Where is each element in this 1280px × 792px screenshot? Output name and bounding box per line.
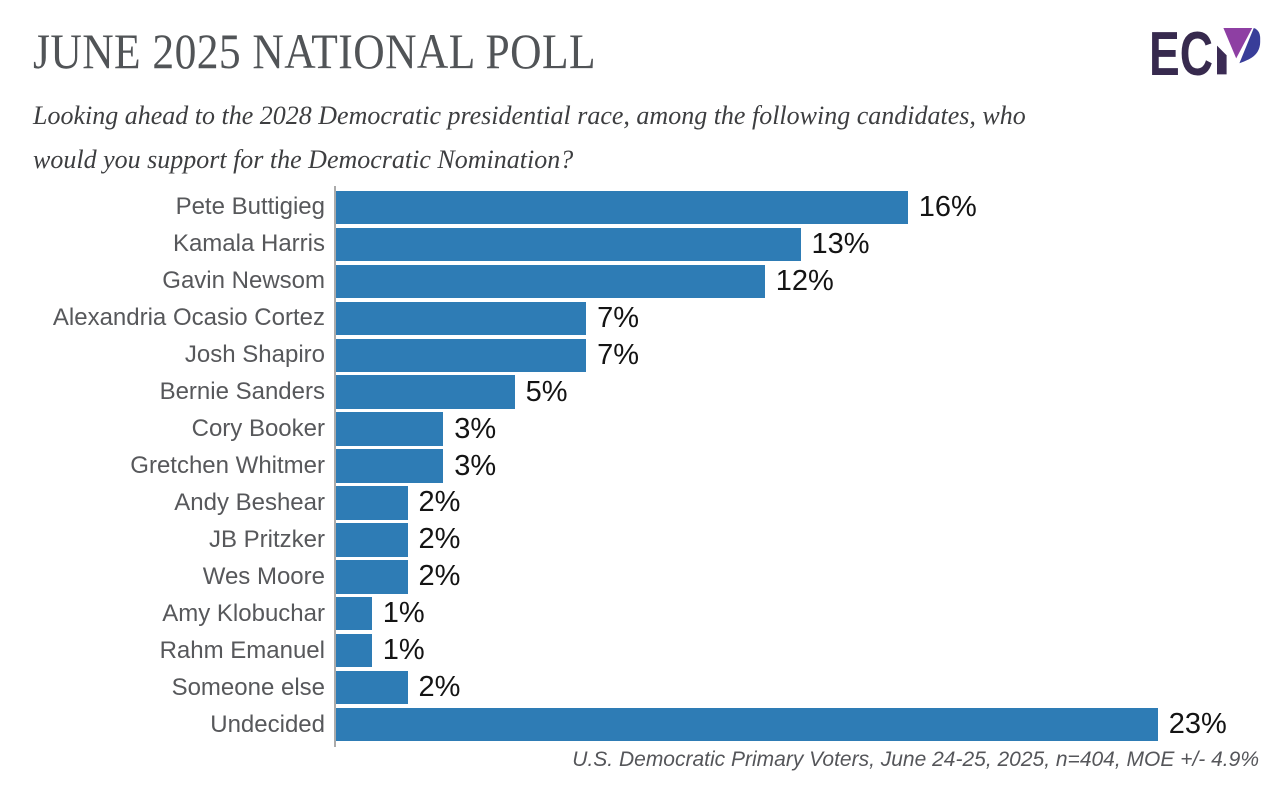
ecp-logo-p-stem (1217, 45, 1227, 75)
bar (336, 523, 408, 557)
bar (336, 670, 408, 705)
value-label: 7% (597, 338, 640, 371)
bar (336, 338, 587, 372)
bar (336, 227, 801, 262)
category-label: JB Pritzker (208, 525, 325, 553)
category-label: Gavin Newsom (162, 267, 325, 295)
chart-row: Bernie Sanders 5% (0, 374, 1227, 411)
value-label: 1% (382, 634, 425, 667)
chart-row: Pete Buttigieg 16% (0, 189, 1227, 226)
ecp-logo-p-purple-shape (1223, 28, 1253, 59)
value-label: 2% (418, 486, 461, 519)
bar-chart: Pete Buttigieg 16% Kamala Harris 13% Gavin N… (0, 189, 1227, 743)
bar (336, 707, 1158, 742)
ecp-logo-p-indigo-shape (1239, 28, 1261, 64)
bar (336, 560, 408, 594)
chart-footnote: U.S. Democratic Primary Voters, June 24-… (572, 748, 1259, 771)
chart-row: Gretchen Whitmer 3% (0, 448, 1227, 485)
value-label: 3% (454, 412, 497, 445)
value-label: 5% (525, 375, 568, 408)
bar (336, 264, 765, 299)
category-label: Wes Moore (202, 562, 325, 590)
category-label: Josh Shapiro (184, 341, 325, 369)
category-label: Gretchen Whitmer (130, 452, 325, 480)
category-label: Pete Buttigieg (175, 193, 325, 221)
bar (336, 449, 444, 483)
y-axis-line (334, 186, 336, 747)
value-label: 2% (418, 671, 461, 704)
chart-row: Amy Klobuchar 1% (0, 595, 1227, 632)
bar (336, 301, 587, 335)
ecp-logo-letters: EC (1149, 20, 1213, 79)
value-label: 3% (454, 449, 497, 482)
value-label: 2% (418, 523, 461, 556)
chart-row: Alexandria Ocasio Cortez 7% (0, 300, 1227, 337)
poll-question: Looking ahead to the 2028 Democratic pre… (33, 94, 1026, 182)
chart-row: Undecided 23% (0, 706, 1227, 743)
value-label: 2% (418, 560, 461, 593)
category-label: Cory Booker (191, 415, 325, 443)
value-label: 7% (597, 301, 640, 334)
bar (336, 634, 372, 668)
chart-row: Someone else 2% (0, 669, 1227, 706)
chart-row: Cory Booker 3% (0, 411, 1227, 448)
page-title: JUNE 2025 NATIONAL POLL (33, 23, 596, 79)
value-label: 13% (811, 227, 870, 260)
value-label: 16% (918, 190, 977, 223)
value-label: 23% (1168, 708, 1227, 741)
bar (336, 597, 372, 631)
value-label: 1% (382, 597, 425, 630)
category-label: Alexandria Ocasio Cortez (52, 304, 325, 332)
category-label: Rahm Emanuel (159, 636, 325, 664)
category-label: Someone else (171, 673, 325, 701)
chart-row: Wes Moore 2% (0, 558, 1227, 595)
chart-row: Rahm Emanuel 1% (0, 632, 1227, 669)
bar (336, 412, 444, 446)
chart-row: JB Pritzker 2% (0, 521, 1227, 558)
poll-question-line2: would you support for the Democratic Nom… (33, 145, 574, 174)
category-label: Kamala Harris (172, 230, 325, 258)
category-label: Bernie Sanders (159, 378, 325, 406)
bar (336, 190, 908, 225)
chart-row: Kamala Harris 13% (0, 226, 1227, 263)
category-label: Andy Beshear (174, 488, 325, 516)
chart-row: Andy Beshear 2% (0, 485, 1227, 522)
bar (336, 375, 515, 409)
ecp-logo-p-mark (1217, 28, 1261, 75)
poll-question-line1: Looking ahead to the 2028 Democratic pre… (33, 101, 1026, 130)
category-label: Undecided (210, 710, 325, 738)
ecp-logo: EC (1149, 20, 1261, 79)
value-label: 12% (775, 264, 834, 297)
category-label: Amy Klobuchar (162, 599, 325, 627)
chart-row: Gavin Newsom 12% (0, 263, 1227, 300)
bar (336, 486, 408, 520)
chart-row: Josh Shapiro 7% (0, 337, 1227, 374)
